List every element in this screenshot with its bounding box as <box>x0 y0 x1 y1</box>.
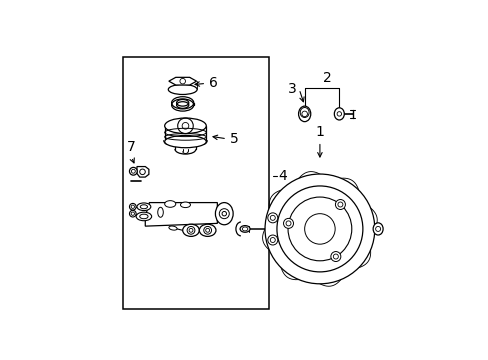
Ellipse shape <box>300 108 308 117</box>
Ellipse shape <box>372 223 382 235</box>
Circle shape <box>330 252 340 261</box>
Ellipse shape <box>129 210 136 217</box>
Ellipse shape <box>334 108 344 120</box>
Circle shape <box>129 167 137 175</box>
Ellipse shape <box>168 85 197 94</box>
Circle shape <box>267 213 277 223</box>
Text: 3: 3 <box>287 82 296 96</box>
Ellipse shape <box>298 106 310 122</box>
Ellipse shape <box>176 99 188 106</box>
Ellipse shape <box>171 97 193 109</box>
Circle shape <box>276 186 362 272</box>
Text: 6: 6 <box>208 76 218 90</box>
Ellipse shape <box>183 224 199 237</box>
Circle shape <box>267 235 277 245</box>
Polygon shape <box>137 167 148 177</box>
Circle shape <box>287 197 351 261</box>
Ellipse shape <box>164 201 175 207</box>
Text: 4: 4 <box>278 169 286 183</box>
Polygon shape <box>145 203 217 226</box>
Text: 5: 5 <box>229 132 238 146</box>
Ellipse shape <box>136 212 151 221</box>
Text: 1: 1 <box>315 125 324 139</box>
Ellipse shape <box>137 203 150 211</box>
Ellipse shape <box>215 203 233 225</box>
Circle shape <box>304 214 334 244</box>
Text: 2: 2 <box>323 71 331 85</box>
Polygon shape <box>168 77 196 85</box>
Text: 7: 7 <box>127 140 136 154</box>
Ellipse shape <box>158 207 163 217</box>
Ellipse shape <box>240 226 249 232</box>
Ellipse shape <box>180 202 190 208</box>
Ellipse shape <box>164 118 206 134</box>
Ellipse shape <box>168 226 177 230</box>
Bar <box>123 57 268 309</box>
Ellipse shape <box>199 224 216 237</box>
Ellipse shape <box>129 203 136 210</box>
Ellipse shape <box>140 214 148 219</box>
Ellipse shape <box>164 135 206 148</box>
Circle shape <box>264 174 374 284</box>
Circle shape <box>283 219 293 228</box>
Circle shape <box>335 199 345 210</box>
Ellipse shape <box>140 205 147 209</box>
